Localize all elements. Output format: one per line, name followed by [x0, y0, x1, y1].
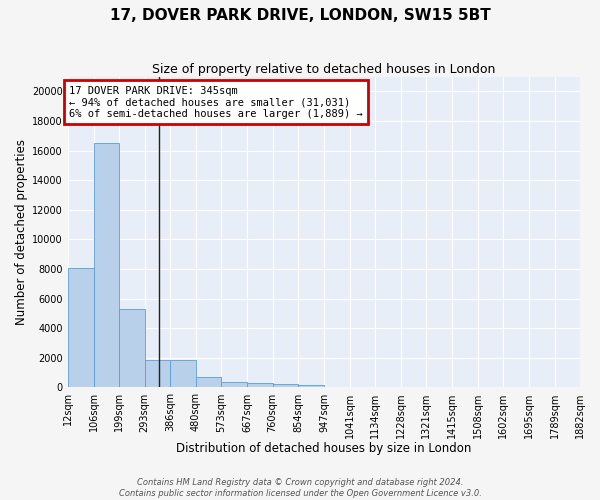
Bar: [145, 360, 170, 388]
Bar: [272, 384, 298, 388]
Bar: [94, 144, 119, 388]
Text: Contains HM Land Registry data © Crown copyright and database right 2024.
Contai: Contains HM Land Registry data © Crown c…: [119, 478, 481, 498]
X-axis label: Distribution of detached houses by size in London: Distribution of detached houses by size …: [176, 442, 472, 455]
Bar: [298, 384, 324, 388]
Text: 17, DOVER PARK DRIVE, LONDON, SW15 5BT: 17, DOVER PARK DRIVE, LONDON, SW15 5BT: [110, 8, 490, 22]
Bar: [196, 378, 221, 388]
Title: Size of property relative to detached houses in London: Size of property relative to detached ho…: [152, 62, 496, 76]
Bar: [119, 309, 145, 388]
Bar: [68, 268, 94, 388]
Bar: [170, 360, 196, 388]
Bar: [221, 382, 247, 388]
Bar: [247, 384, 272, 388]
Y-axis label: Number of detached properties: Number of detached properties: [15, 139, 28, 325]
Text: 17 DOVER PARK DRIVE: 345sqm
← 94% of detached houses are smaller (31,031)
6% of : 17 DOVER PARK DRIVE: 345sqm ← 94% of det…: [69, 86, 363, 118]
